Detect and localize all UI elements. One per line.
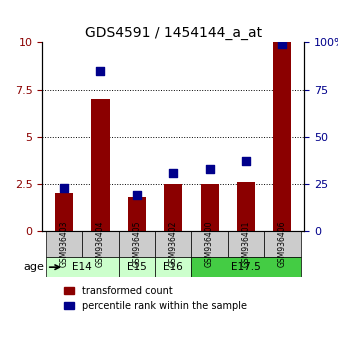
FancyBboxPatch shape <box>155 257 191 277</box>
FancyBboxPatch shape <box>119 231 155 257</box>
Text: GSM936401: GSM936401 <box>241 221 250 267</box>
Point <box>62 185 67 190</box>
Text: E15: E15 <box>127 262 147 272</box>
FancyBboxPatch shape <box>82 231 119 257</box>
Text: E16: E16 <box>163 262 183 272</box>
FancyBboxPatch shape <box>119 257 155 277</box>
Point <box>243 159 249 164</box>
Point <box>207 166 212 172</box>
Text: GSM936405: GSM936405 <box>132 221 141 267</box>
FancyBboxPatch shape <box>264 231 300 257</box>
Text: E14: E14 <box>72 262 92 272</box>
Text: GSM936403: GSM936403 <box>59 221 69 267</box>
Title: GDS4591 / 1454144_a_at: GDS4591 / 1454144_a_at <box>84 26 262 40</box>
FancyBboxPatch shape <box>155 231 191 257</box>
Text: GSM936402: GSM936402 <box>169 221 178 267</box>
Text: GSM936404: GSM936404 <box>96 221 105 267</box>
Bar <box>273 42 291 231</box>
Bar <box>200 184 219 231</box>
Bar <box>91 99 110 231</box>
Text: E17.5: E17.5 <box>231 262 261 272</box>
Point <box>280 41 285 47</box>
Text: GSM936406: GSM936406 <box>278 221 287 267</box>
Point <box>98 68 103 74</box>
FancyBboxPatch shape <box>191 231 228 257</box>
FancyBboxPatch shape <box>228 231 264 257</box>
Bar <box>55 193 73 231</box>
Point <box>134 193 140 198</box>
Bar <box>237 182 255 231</box>
Point <box>170 170 176 176</box>
FancyBboxPatch shape <box>46 257 119 277</box>
FancyBboxPatch shape <box>46 231 82 257</box>
Bar <box>128 197 146 231</box>
FancyBboxPatch shape <box>191 257 300 277</box>
Bar <box>164 184 182 231</box>
Text: GSM936400: GSM936400 <box>205 221 214 267</box>
Text: age: age <box>23 262 59 272</box>
Legend: transformed count, percentile rank within the sample: transformed count, percentile rank withi… <box>60 282 250 315</box>
